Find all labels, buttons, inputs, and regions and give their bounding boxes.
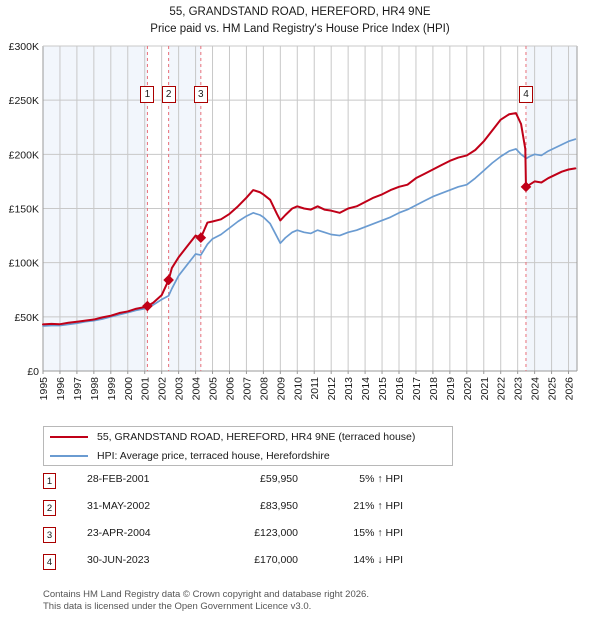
x-tick-label: 2014	[360, 377, 372, 401]
y-tick-label: £300K	[9, 41, 39, 53]
x-tick-label: 2010	[292, 377, 304, 401]
row-hpi-delta: 21% ↑ HPI	[353, 500, 403, 512]
x-tick-label: 2001	[140, 377, 152, 401]
footer-licence: Contains HM Land Registry data © Crown c…	[43, 589, 563, 612]
table-row: 2 31-MAY-2002 £83,950 21% ↑ HPI	[43, 497, 463, 524]
x-tick-label: 2021	[479, 377, 491, 401]
x-tick-label: 1998	[89, 377, 101, 401]
legend-swatch-property	[50, 435, 88, 438]
table-row: 4 30-JUN-2023 £170,000 14% ↓ HPI	[43, 551, 463, 578]
legend-label-property: 55, GRANDSTAND ROAD, HEREFORD, HR4 9NE (…	[97, 430, 416, 443]
x-tick-label: 2018	[428, 377, 440, 401]
row-date: 28-FEB-2001	[87, 473, 150, 485]
x-tick-label: 2002	[157, 377, 169, 401]
x-tick-label: 2016	[394, 377, 406, 401]
row-price: £83,950	[260, 500, 298, 512]
sale-marker-badge-1: 1	[140, 86, 155, 103]
row-badge: 3	[43, 527, 56, 543]
x-tick-label: 2007	[241, 377, 253, 401]
x-tick-label: 2012	[326, 377, 338, 401]
footer-line-1: Contains HM Land Registry data © Crown c…	[43, 589, 369, 600]
row-price: £59,950	[260, 473, 298, 485]
x-tick-label: 2019	[445, 377, 457, 401]
title-line-2: Price paid vs. HM Land Registry's House …	[150, 23, 450, 35]
sale-marker-badge-2: 2	[161, 86, 176, 103]
legend: 55, GRANDSTAND ROAD, HEREFORD, HR4 9NE (…	[43, 426, 453, 466]
y-tick-label: £0	[27, 366, 39, 378]
legend-entry-property: 55, GRANDSTAND ROAD, HEREFORD, HR4 9NE (…	[44, 427, 452, 446]
x-tick-label: 1997	[72, 377, 84, 401]
y-tick-label: £150K	[9, 204, 39, 216]
x-tick-label: 2017	[411, 377, 423, 401]
legend-label-hpi: HPI: Average price, terraced house, Here…	[97, 449, 330, 462]
sale-marker-badge-3: 3	[193, 86, 208, 103]
x-tick-label: 2003	[174, 377, 186, 401]
table-row: 1 28-FEB-2001 £59,950 5% ↑ HPI	[43, 470, 463, 497]
sale-marker-point	[163, 274, 174, 286]
sale-marker-point	[520, 181, 532, 193]
row-hpi-delta: 5% ↑ HPI	[359, 473, 403, 485]
x-tick-label: 2004	[191, 377, 203, 401]
sale-marker-badge-4: 4	[518, 86, 533, 103]
y-tick-label: £100K	[9, 258, 39, 270]
title-line-1: 55, GRANDSTAND ROAD, HEREFORD, HR4 9NE	[169, 6, 431, 18]
row-date: 30-JUN-2023	[87, 554, 150, 566]
x-tick-label: 2006	[224, 377, 236, 401]
legend-entry-hpi: HPI: Average price, terraced house, Here…	[44, 446, 452, 465]
row-badge: 2	[43, 500, 56, 516]
row-date: 31-MAY-2002	[87, 500, 151, 512]
plot-svg: £0 £50K £100K £150K £200K £250K £300K 1995 1996 1…	[9, 41, 578, 401]
row-hpi-delta: 14% ↓ HPI	[353, 554, 403, 566]
table-row: 3 23-APR-2004 £123,000 15% ↑ HPI	[43, 524, 463, 551]
x-tick-label: 2023	[513, 377, 525, 401]
x-tick-label: 2013	[343, 377, 355, 401]
x-tick-label: 2005	[208, 377, 220, 401]
y-tick-label: £200K	[9, 149, 39, 161]
sale-marker-point	[195, 232, 207, 244]
x-tick-label: 1995	[38, 377, 50, 401]
x-tick-label: 2026	[564, 377, 576, 401]
sales-table: 1 28-FEB-2001 £59,950 5% ↑ HPI 2 31-MAY-…	[43, 470, 463, 578]
x-tick-label: 2015	[377, 377, 389, 401]
x-tick-label: 2008	[258, 377, 270, 401]
row-badge: 4	[43, 554, 56, 570]
legend-swatch-hpi	[50, 454, 88, 457]
x-tick-label: 2020	[462, 377, 474, 401]
x-tick-label: 2011	[309, 377, 321, 400]
y-tick-label: £250K	[9, 95, 39, 107]
row-hpi-delta: 15% ↑ HPI	[353, 527, 403, 539]
x-tick-label: 2024	[530, 377, 542, 401]
row-badge: 1	[43, 473, 56, 489]
plot-area: £0 £50K £100K £150K £200K £250K £300K 1995 1996 1…	[9, 41, 578, 401]
footer-line-2: This data is licensed under the Open Gov…	[43, 600, 312, 612]
page-title: 55, GRANDSTAND ROAD, HEREFORD, HR4 9NE P…	[0, 4, 600, 38]
x-tick-label: 2009	[275, 377, 287, 401]
x-tick-label: 2000	[123, 377, 135, 401]
x-tick-label: 2022	[496, 377, 508, 401]
x-tick-label: 2025	[547, 377, 559, 401]
y-tick-label: £50K	[14, 312, 39, 324]
row-date: 23-APR-2004	[87, 527, 151, 539]
x-tick-label: 1996	[55, 377, 67, 401]
row-price: £123,000	[254, 527, 298, 539]
sale-marker-point	[142, 300, 153, 312]
x-tick-label: 1999	[106, 377, 118, 401]
row-price: £170,000	[254, 554, 298, 566]
